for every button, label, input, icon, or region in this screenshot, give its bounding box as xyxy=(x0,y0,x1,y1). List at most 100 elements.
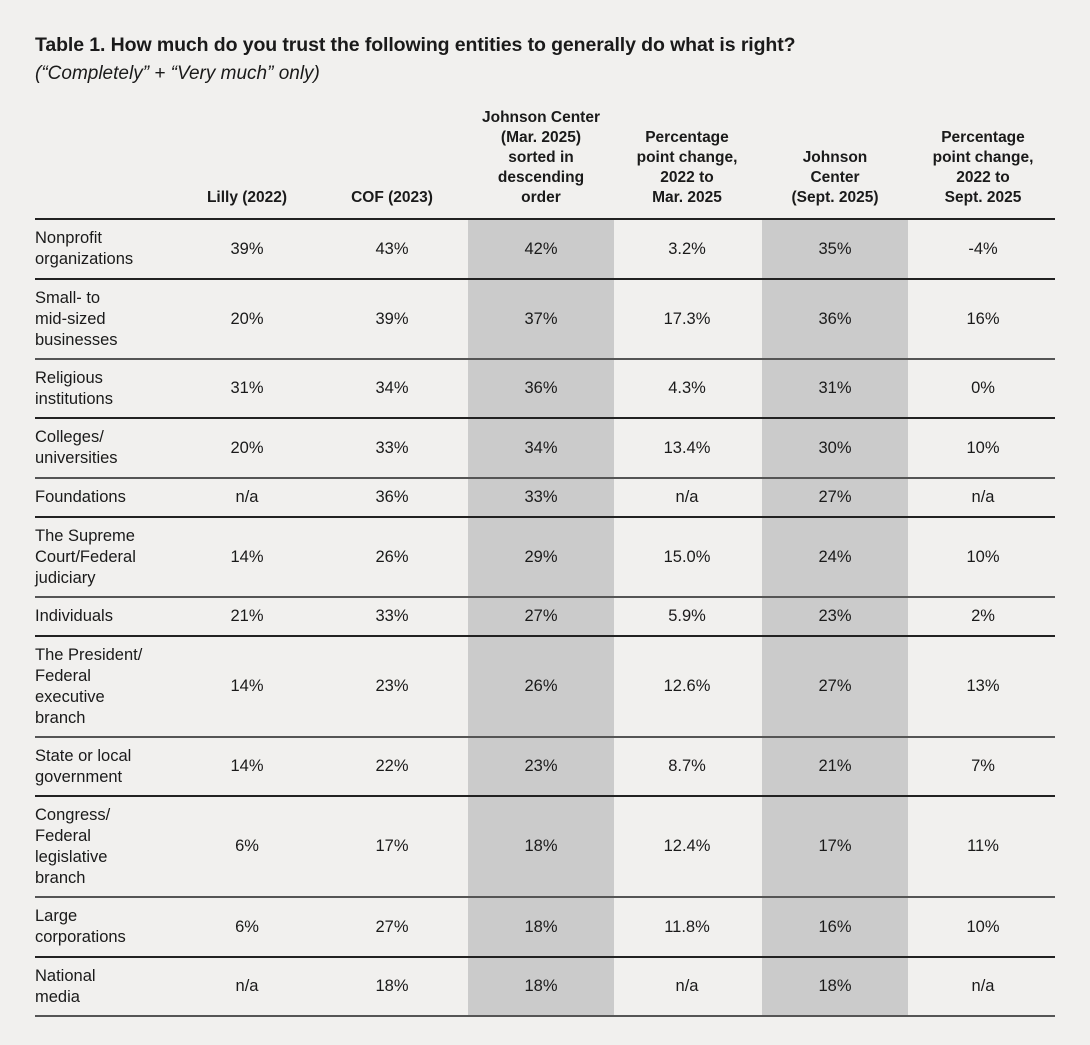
cell-johnson-mar-2025: 42% xyxy=(524,239,558,258)
row-label: Colleges/universities xyxy=(35,428,118,467)
cell-lilly-2022: 14% xyxy=(230,757,264,775)
cell-cof-2023: 36% xyxy=(375,488,409,506)
cell-pp-change-sept-2025: 2% xyxy=(971,607,995,625)
cell-pp-change-mar-2025: 11.8% xyxy=(664,917,710,936)
column-header-cof-2023: COF (2023) xyxy=(351,189,433,206)
row-label: National media xyxy=(35,966,96,1006)
cell-cof-2023: 33% xyxy=(375,607,409,625)
row-divider xyxy=(35,278,1055,280)
cell-pp-change-mar-2025: 8.7% xyxy=(668,757,706,775)
cell-pp-change-sept-2025: 0% xyxy=(971,379,995,397)
row-divider xyxy=(35,358,1055,360)
cell-pp-change-mar-2025: 13.4% xyxy=(663,438,711,457)
table-row: Congress/Federal legislative branch 6% 17% 18… xyxy=(35,796,1055,897)
row-divider xyxy=(35,956,1055,958)
cell-johnson-mar-2025: 23% xyxy=(524,757,558,775)
cell-pp-change-sept-2025: 16% xyxy=(966,309,1000,328)
row-divider xyxy=(35,795,1055,797)
cell-johnson-mar-2025: 26% xyxy=(524,677,558,695)
cell-pp-change-sept-2025: -4% xyxy=(968,239,998,258)
cell-johnson-sept-2025: 23% xyxy=(818,607,852,625)
cell-cof-2023: 17% xyxy=(375,837,409,855)
highlight-column-johnson-mar-2025 xyxy=(468,219,614,1016)
cell-johnson-sept-2025: 30% xyxy=(818,438,852,457)
column-header-johnson-sept-2025: Johnson Center (Sept. 2025) xyxy=(791,149,879,206)
cell-cof-2023: 27% xyxy=(375,917,409,936)
cell-johnson-sept-2025: 17% xyxy=(818,837,852,855)
cell-lilly-2022: 20% xyxy=(230,309,264,328)
cell-cof-2023: 22% xyxy=(375,757,409,775)
cell-johnson-mar-2025: 29% xyxy=(524,547,558,566)
table-row: State or local government 14% 22% 23% 8.7% 21%… xyxy=(35,737,1055,796)
cell-johnson-sept-2025: 36% xyxy=(818,309,852,328)
cell-lilly-2022: 6% xyxy=(235,917,259,936)
row-label: Congress/Federal legislative branch xyxy=(35,805,111,887)
cell-pp-change-mar-2025: n/a xyxy=(675,977,699,995)
cell-pp-change-sept-2025: 10% xyxy=(966,547,1000,566)
cell-johnson-sept-2025: 35% xyxy=(818,239,852,258)
column-header-pp-change-sept-2025: Percentage point change, 2022 to Sept. 2025 xyxy=(932,129,1034,206)
cell-pp-change-mar-2025: 17.3% xyxy=(663,309,711,328)
cell-johnson-mar-2025: 36% xyxy=(524,379,558,397)
cell-pp-change-sept-2025: 10% xyxy=(966,438,1000,457)
table-row: Religious institutions 31% 34% 36% 4.3% 31% 0% xyxy=(35,359,1055,418)
row-label: Large corporations xyxy=(35,907,126,946)
cell-pp-change-sept-2025: 10% xyxy=(966,917,1000,936)
cell-pp-change-mar-2025: 3.2% xyxy=(668,239,706,258)
row-label: Nonprofit organizations xyxy=(35,229,134,268)
cell-pp-change-mar-2025: n/a xyxy=(675,488,699,506)
cell-johnson-mar-2025: 18% xyxy=(524,917,558,936)
table-row: The President/Federal executive branch 14% 2… xyxy=(35,636,1055,737)
cell-johnson-mar-2025: 27% xyxy=(524,607,558,625)
table-row: Foundations n/a 36% 33% n/a 27% n/a xyxy=(35,478,1055,517)
table-row: The Supreme Court/Federal judiciary 14% 26% 2… xyxy=(35,517,1055,597)
column-header-lilly-2022: Lilly (2022) xyxy=(206,189,288,206)
table-row: Nonprofit organizations 39% 43% 42% 3.2% 35% -4… xyxy=(35,219,1055,279)
table-row: National media n/a 18% 18% n/a 18% n/a xyxy=(35,957,1055,1016)
row-label: The Supreme Court/Federal judiciary xyxy=(35,526,136,587)
table-row: Large corporations 6% 27% 18% 11.8% 16% 10% xyxy=(35,897,1055,957)
cell-johnson-mar-2025: 34% xyxy=(524,438,558,457)
cell-lilly-2022: 6% xyxy=(235,837,259,855)
cell-johnson-sept-2025: 27% xyxy=(818,677,852,695)
header-rule xyxy=(35,218,1055,220)
cell-johnson-mar-2025: 18% xyxy=(524,837,558,855)
cell-lilly-2022: 21% xyxy=(230,607,264,625)
row-divider xyxy=(35,1015,1055,1017)
row-divider xyxy=(35,516,1055,518)
table-row: Small- to mid-sized businesses 20% 39% 37% 17.… xyxy=(35,279,1055,359)
cell-cof-2023: 26% xyxy=(375,547,409,566)
table-row: Colleges/universities 20% 33% 34% 13.4% 30% 10… xyxy=(35,418,1055,478)
cell-pp-change-sept-2025: n/a xyxy=(971,488,995,506)
cell-lilly-2022: 31% xyxy=(230,379,264,397)
row-label: Foundations xyxy=(35,488,126,506)
cell-johnson-sept-2025: 27% xyxy=(818,488,852,506)
column-header-pp-change-mar-2025: Percentage point change, 2022 to Mar. 2025 xyxy=(636,129,738,206)
cell-cof-2023: 33% xyxy=(375,438,409,457)
row-divider xyxy=(35,736,1055,738)
cell-lilly-2022: n/a xyxy=(235,977,259,995)
cell-pp-change-mar-2025: 5.9% xyxy=(668,607,706,625)
cell-pp-change-sept-2025: 7% xyxy=(971,757,995,775)
row-divider xyxy=(35,896,1055,898)
row-divider xyxy=(35,596,1055,598)
row-label: State or local government xyxy=(35,746,132,786)
cell-cof-2023: 23% xyxy=(375,677,409,695)
row-label: Religious institutions xyxy=(35,368,113,408)
cell-lilly-2022: 14% xyxy=(230,547,264,566)
row-divider xyxy=(35,635,1055,637)
row-divider xyxy=(35,417,1055,419)
cell-johnson-sept-2025: 16% xyxy=(818,917,852,936)
cell-cof-2023: 39% xyxy=(375,309,409,328)
table-subtitle: (“Completely” + “Very much” only) xyxy=(35,63,320,84)
row-label: The President/Federal executive branch xyxy=(35,645,143,727)
cell-johnson-sept-2025: 21% xyxy=(818,757,852,775)
table-title: Table 1. How much do you trust the follo… xyxy=(35,34,796,56)
cell-johnson-sept-2025: 31% xyxy=(818,379,852,397)
cell-cof-2023: 43% xyxy=(375,239,409,258)
cell-johnson-mar-2025: 37% xyxy=(524,309,558,328)
cell-pp-change-sept-2025: n/a xyxy=(971,977,995,995)
cell-pp-change-mar-2025: 15.0% xyxy=(663,547,711,566)
row-label: Individuals xyxy=(35,607,113,625)
cell-lilly-2022: 20% xyxy=(230,438,264,457)
